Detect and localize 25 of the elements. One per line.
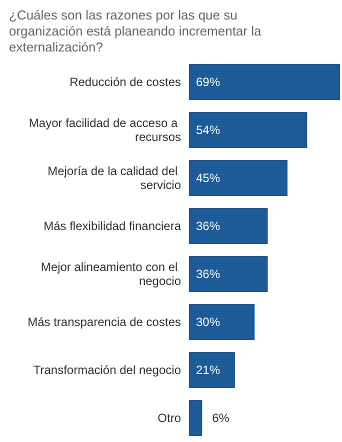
y-tick-label: Mejor alineamiento con el negocio	[40, 260, 182, 288]
y-tick-label: Reducción de costes	[70, 75, 181, 89]
y-tick-label: Más flexibilidad financiera	[44, 219, 182, 233]
y-tick-label: Transformación del negocio	[33, 363, 182, 377]
y-tick-label: Mayor facilidad de acceso a recursos	[28, 116, 181, 144]
data-label: 36%	[196, 219, 220, 233]
data-label: 30%	[196, 315, 220, 329]
bar	[189, 256, 268, 292]
y-tick-label: Más transparencia de costes	[28, 315, 181, 329]
data-label: 6%	[212, 411, 230, 425]
bar	[189, 208, 268, 244]
bar	[189, 352, 235, 388]
data-label: 36%	[196, 267, 220, 281]
bar	[189, 64, 340, 100]
data-label: 54%	[196, 123, 220, 137]
y-tick-label: Otro	[158, 411, 182, 425]
data-label: 21%	[196, 363, 220, 377]
bar	[189, 304, 255, 340]
bar	[189, 112, 308, 148]
data-label: 69%	[196, 75, 220, 89]
y-tick-label: Mejoría de la calidad del servicio	[48, 164, 182, 192]
bar	[189, 400, 202, 436]
bar	[189, 160, 288, 196]
data-label: 45%	[196, 171, 220, 185]
chart-title: ¿Cuáles son las razones por las que su organización está planeando incrementar la externalización?	[9, 8, 265, 54]
